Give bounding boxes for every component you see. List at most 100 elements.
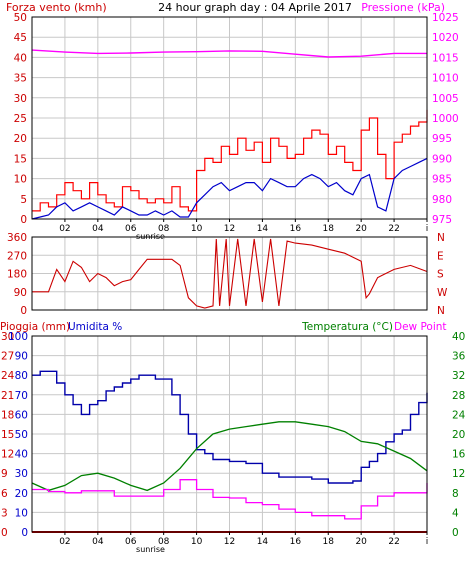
compass-label: W	[437, 287, 448, 299]
panel2-left-axis: 0 90 180 270 360	[7, 232, 27, 317]
direction-y-tick-label: 180	[7, 269, 27, 281]
graph-title: 24 hour graph day : 04 Aprile 2017	[158, 1, 352, 14]
pressure-y-tick-label: 1000	[432, 113, 459, 125]
compass-label: N	[437, 232, 445, 244]
panel3-right-axis: 0 4 8 12 16 20 24 28 32 36 40	[452, 331, 466, 539]
x-tick-label: 18	[323, 537, 335, 547]
temperature-y-tick-label: 24	[452, 409, 466, 421]
compass-label: N	[437, 305, 445, 317]
direction-y-tick-label: 270	[7, 250, 27, 262]
pressure-line	[31, 49, 427, 58]
humidity-axis-title: Umidita %	[68, 321, 122, 333]
x-tick-label: i	[426, 224, 429, 234]
humidity-y-tick-label: 20	[15, 488, 28, 500]
x-tick-label: 02	[59, 224, 70, 234]
humidity-y-tick-label: 100	[8, 331, 28, 343]
wind-y-tick-label: 0	[20, 214, 27, 226]
pressure-y-tick-label: 990	[432, 153, 452, 165]
panel3-x-axis: 02 04 06 08 10 12 14 16 18 20 22 i sunrise	[59, 532, 428, 554]
humidity-y-tick-label: 50	[15, 429, 28, 441]
direction-y-tick-label: 360	[7, 232, 27, 244]
x-tick-label: 04	[92, 537, 104, 547]
x-tick-label: 16	[290, 224, 302, 234]
pressure-y-tick-label: 1020	[432, 32, 459, 44]
x-tick-label: 10	[191, 537, 203, 547]
wind-y-tick-label: 30	[14, 93, 27, 105]
pressure-y-tick-label: 1025	[432, 12, 459, 24]
x-tick-label: 10	[191, 224, 203, 234]
humidity-y-tick-label: 40	[15, 449, 28, 461]
rain-y-tick-label: 9	[1, 468, 8, 480]
x-tick-label: 04	[92, 224, 104, 234]
rain-y-tick-label: 30	[1, 331, 14, 343]
dew-point-legend: Dew Point	[394, 321, 447, 333]
pressure-y-tick-label: 1010	[432, 73, 459, 85]
compass-label: E	[437, 250, 444, 262]
x-tick-label: 20	[355, 537, 367, 547]
rain-y-tick-label: 21	[1, 390, 14, 402]
pressure-y-tick-label: 980	[432, 194, 452, 206]
rain-y-tick-label: 15	[1, 429, 14, 441]
wind-y-tick-label: 40	[14, 52, 27, 64]
rain-y-tick-label: 24	[1, 370, 15, 382]
pressure-y-tick-label: 1005	[432, 93, 459, 105]
panel3-grid	[32, 336, 427, 532]
x-tick-label: 12	[224, 224, 235, 234]
wind-direction-line	[32, 238, 428, 309]
x-tick-label: 06	[125, 537, 137, 547]
panel1-grid	[32, 17, 427, 219]
humidity-y-tick-label: 10	[15, 507, 28, 519]
temperature-y-tick-label: 40	[452, 331, 465, 343]
x-tick-label: 22	[388, 537, 399, 547]
temperature-y-tick-label: 4	[452, 507, 459, 519]
humidity-y-tick-label: 70	[15, 390, 28, 402]
pressure-y-tick-label: 985	[432, 174, 452, 186]
panel3-left-axis: 0 3 6 9 12 15 18 21 24 27 30 0 10 20 30 40 50 60 70 80 90 100	[1, 331, 28, 539]
temperature-y-tick-label: 36	[452, 351, 466, 363]
wind-y-tick-label: 15	[14, 153, 27, 165]
rain-y-tick-label: 3	[1, 507, 8, 519]
sunrise-label: sunrise	[136, 545, 165, 554]
humidity-y-tick-label: 0	[21, 527, 28, 539]
x-tick-label: 08	[158, 537, 170, 547]
panel2-series	[32, 238, 428, 309]
wind-y-tick-label: 10	[14, 174, 27, 186]
rain-y-tick-label: 27	[1, 351, 14, 363]
temperature-y-tick-label: 8	[452, 488, 459, 500]
panel1-series	[31, 49, 428, 220]
temperature-y-tick-label: 28	[452, 390, 465, 402]
temperature-y-tick-label: 12	[452, 468, 465, 480]
temperature-axis-title: Temperatura (°C)	[301, 321, 393, 333]
compass-label: S	[437, 269, 444, 281]
humidity-line	[32, 370, 428, 484]
rain-y-tick-label: 6	[1, 488, 8, 500]
x-tick-label: i	[426, 537, 429, 547]
pressure-y-tick-label: 975	[432, 214, 452, 226]
dew-point-line	[32, 479, 428, 520]
wind-y-tick-label: 20	[14, 133, 27, 145]
panel1-right-axis: 975 980 985 990 995 1000 1005 1010 1015 1020 1025	[432, 12, 459, 226]
rain-y-tick-label: 18	[1, 409, 14, 421]
wind-y-tick-label: 35	[14, 73, 27, 85]
wind-average-line	[31, 157, 428, 220]
x-tick-label: 02	[59, 537, 70, 547]
humidity-y-tick-label: 30	[15, 468, 28, 480]
temperature-y-tick-label: 32	[452, 370, 465, 382]
rain-y-tick-label: 12	[1, 449, 14, 461]
temperature-y-tick-label: 20	[452, 429, 465, 441]
wind-y-tick-label: 5	[20, 194, 27, 206]
x-tick-label: 18	[323, 224, 335, 234]
wind-y-tick-label: 25	[14, 113, 27, 125]
wind-y-tick-label: 50	[14, 12, 27, 24]
pressure-axis-title: Pressione (kPa)	[361, 1, 445, 14]
wind-axis-title: Forza vento (kmh)	[6, 1, 107, 14]
x-tick-label: 20	[355, 224, 367, 234]
rain-y-tick-label: 0	[1, 527, 8, 539]
humidity-y-tick-label: 90	[15, 351, 28, 363]
rain-axis-title: Pioggia (mm)	[0, 321, 70, 333]
humidity-y-tick-label: 60	[15, 409, 28, 421]
